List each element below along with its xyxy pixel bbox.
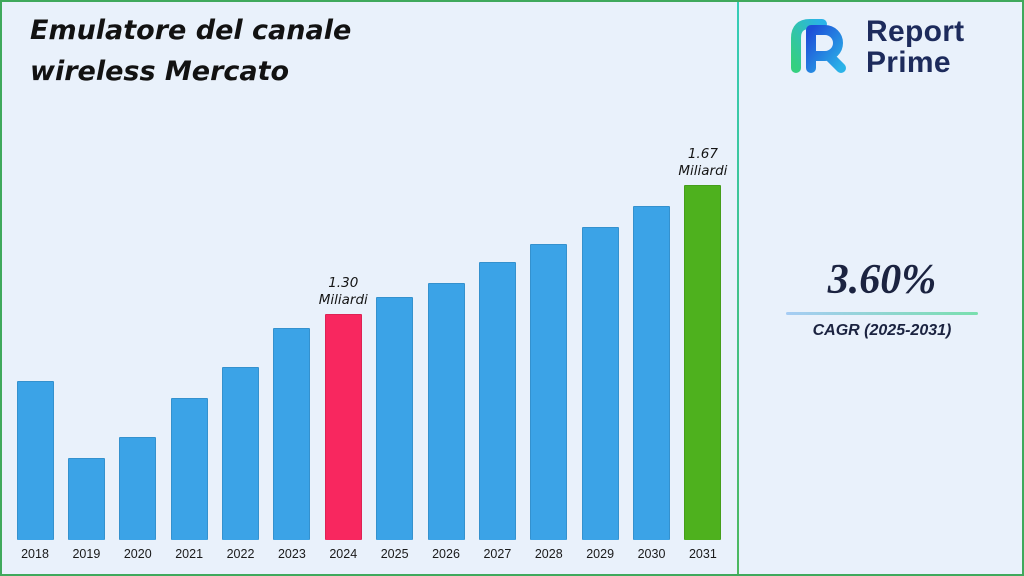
bar-year-label: 2023 [277,547,306,561]
bar-column: 2021 [166,96,212,568]
annotation-value: 1.30 [328,275,359,291]
bar-column: 2025 [372,96,418,568]
bar-year-label: 2030 [637,547,666,561]
chart-title: Emulatore del canale wireless Mercato [30,10,351,92]
annotation-value: 1.67 [687,146,718,162]
bar [324,314,362,540]
bar-year-label: 2027 [483,547,512,561]
cagr-label: CAGR (2025-2031) [812,322,952,339]
annotation-unit: Miliardi [678,163,728,179]
bar-column: 2022 [218,96,264,568]
bar-year-label: 2026 [432,547,460,561]
bar-column: 2030 [629,96,675,568]
bar [16,381,54,540]
bar [376,297,414,540]
cagr-value: 3.60% [827,257,937,303]
reportprime-logo: Report Prime [780,12,964,81]
bar-year-label: 2028 [534,547,563,561]
bar-year-label: 2018 [21,547,49,561]
bar-column: 1.67 Miliardi 2031 [678,96,727,568]
bar-column: 2019 [63,96,109,568]
bar-year-label: 2024 [329,547,358,561]
cagr-underline [786,312,978,315]
annotation-unit: Miliardi [318,292,368,308]
bar-year-label: 2022 [226,547,255,561]
chart-title-line2: wireless Mercato [30,56,290,87]
bar [633,206,670,540]
bar-column: 2023 [269,96,315,568]
bar-year-label: 2019 [72,547,101,561]
vertical-divider [737,0,739,576]
bar [170,398,208,540]
bar-chart: 2018 2019 2020 2021 2022 2023 1.30 Miliardi 2024… [12,96,727,568]
bar [530,244,568,540]
bar-year-label: 2021 [175,547,204,561]
logo-text-line1: Report [866,14,965,48]
bar [684,185,722,540]
bar [478,262,516,540]
bar-column: 2026 [423,96,469,568]
logo-text: Report Prime [866,16,964,78]
chart-title-line1: Emulatore del canale [30,15,352,46]
bar [273,328,311,540]
bar-year-label: 2031 [688,547,717,561]
bar-column: 2027 [474,96,520,568]
bar-column: 1.30 Miliardi 2024 [319,96,368,568]
cagr-block: 3.60% CAGR (2025-2031) [772,256,992,340]
bar-column: 2020 [115,96,161,568]
bar-year-label: 2020 [123,547,152,561]
logo-text-line2: Prime [866,45,951,79]
bar [67,458,105,540]
bar-year-label: 2025 [380,547,409,561]
bar-annotation: 1.30 Miliardi [319,275,368,309]
bar-column: 2028 [526,96,572,568]
bar-column: 2029 [577,96,623,568]
bar-year-label: 2029 [586,547,615,561]
bar [119,437,157,540]
bar-annotation: 1.67 Miliardi [678,146,727,180]
logo-mark-icon [780,12,854,81]
bar-column: 2018 [12,96,58,568]
bar [427,283,465,540]
bar [581,227,619,540]
bar [222,367,259,540]
